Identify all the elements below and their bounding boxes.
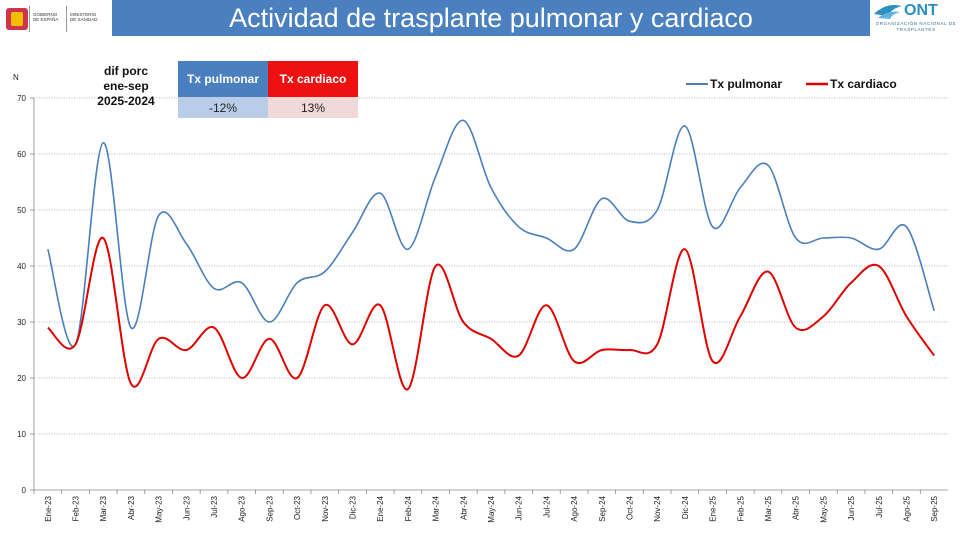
x-tick-label-Jul-23: Jul-23: [210, 495, 219, 517]
x-tick-label-Sep-23: Sep-23: [265, 495, 274, 521]
government-text: GOBIERNO DE ESPAÑA: [33, 12, 58, 22]
x-tick-label-Nov-24: Nov-24: [653, 495, 662, 521]
axes: [30, 97, 948, 494]
x-tick-label-Oct-23: Oct-23: [293, 495, 302, 520]
legend-label-tx-pulmonar: Tx pulmonar: [710, 77, 782, 91]
x-tick-label-Abr-23: Abr-23: [127, 495, 136, 520]
x-tick-label-Ago-23: Ago-23: [238, 495, 247, 521]
summary-label-line1: dif porc: [104, 64, 148, 78]
x-tick-label-Jul-25: Jul-25: [875, 495, 884, 517]
y-axis-label: N: [13, 73, 19, 82]
summary-label: dif porc ene-sep 2025-2024: [80, 64, 172, 109]
x-tick-label-Ene-23: Ene-23: [44, 495, 53, 521]
y-tick-label-20: 20: [17, 374, 26, 383]
gridlines: [34, 97, 948, 435]
x-tick-label-Mar-25: Mar-25: [764, 495, 773, 521]
ont-logo-subtitle: ORGANIZACIÓN NACIONAL DE TRASPLANTES: [875, 21, 957, 32]
x-tick-label-Nov-23: Nov-23: [321, 495, 330, 521]
x-tick-label-Feb-25: Feb-25: [736, 495, 745, 521]
series-line-tx-cardiaco: [47, 236, 936, 391]
x-tick-label-Mar-23: Mar-23: [99, 495, 108, 521]
x-tick-label-Feb-23: Feb-23: [72, 495, 81, 521]
x-tick-label-Mar-24: Mar-24: [432, 495, 441, 521]
x-tick-label-Abr-24: Abr-24: [459, 495, 468, 520]
y-tick-label-70: 70: [17, 94, 26, 103]
summary-label-line3: 2025-2024: [97, 94, 155, 108]
ont-wing-icon: [874, 5, 902, 19]
x-tick-label-May-24: May-24: [487, 495, 496, 522]
y-tick-labels: 0 10 20 30 40 50 60 70: [17, 94, 26, 495]
x-tick-label-Ago-25: Ago-25: [902, 495, 911, 521]
gov-line2: DE ESPAÑA: [33, 17, 59, 22]
gov-line1: GOBIERNO: [33, 12, 58, 17]
x-tick-label-May-23: May-23: [155, 495, 164, 522]
x-tick-label-Ene-24: Ene-24: [376, 495, 385, 521]
x-tick-label-Feb-24: Feb-24: [404, 495, 413, 521]
summary-label-line2: ene-sep: [103, 79, 149, 93]
series-lines: [47, 119, 936, 391]
y-tick-label-10: 10: [17, 430, 26, 439]
x-tick-labels: Ene-23 Feb-23 Mar-23 Abr-23 May-23 Jun-23 Jul-…: [44, 495, 939, 522]
x-tick-label-Dic-24: Dic-24: [681, 495, 690, 519]
y-tick-label-30: 30: [17, 318, 26, 327]
summary-value-pulmonar: -12%: [178, 97, 268, 118]
y-tick-label-40: 40: [17, 262, 26, 271]
legend-label-tx-cardiaco: Tx cardiaco: [830, 77, 897, 91]
ont-logo: ONT ORGANIZACIÓN NACIONAL DE TRASPLANTES: [870, 0, 960, 36]
x-tick-label-Ago-24: Ago-24: [570, 495, 579, 521]
x-tick-label-Jul-24: Jul-24: [542, 495, 551, 517]
x-tick-label-Jun-24: Jun-24: [515, 495, 524, 520]
y-tick-label-60: 60: [17, 150, 26, 159]
legend: Tx pulmonar Tx cardiaco: [686, 77, 897, 91]
x-tick-label-Jun-23: Jun-23: [182, 495, 191, 520]
coat-of-arms-icon: [6, 6, 67, 32]
series-line-tx-pulmonar: [47, 119, 935, 348]
x-tick-label-Jun-25: Jun-25: [847, 495, 856, 520]
x-tick-label-Ene-25: Ene-25: [709, 495, 718, 521]
government-logo: GOBIERNO DE ESPAÑA MINISTERIO DE SANIDAD: [0, 0, 112, 36]
x-tick-label-Sep-24: Sep-24: [598, 495, 607, 521]
page-title: Actividad de trasplante pulmonar y cardi…: [112, 0, 870, 36]
ministry-line1: MINISTERIO: [70, 12, 97, 17]
summary-header-cardiaco: Tx cardiaco: [268, 61, 358, 97]
ministry-text: MINISTERIO DE SANIDAD: [70, 12, 98, 22]
summary-header-pulmonar: Tx pulmonar: [178, 61, 268, 97]
x-tick-label-Dic-23: Dic-23: [349, 495, 358, 519]
x-tick-label-Sep-25: Sep-25: [930, 495, 939, 521]
ministry-line2: DE SANIDAD: [70, 17, 98, 22]
y-tick-label-50: 50: [17, 206, 26, 215]
y-tick-label-0: 0: [22, 486, 27, 495]
x-tick-label-Abr-25: Abr-25: [792, 495, 801, 520]
x-tick-label-Oct-24: Oct-24: [625, 495, 634, 520]
summary-table: Tx pulmonar Tx cardiaco -12% 13%: [178, 61, 358, 118]
summary-value-cardiaco: 13%: [268, 97, 358, 118]
ont-logo-text: ONT: [904, 2, 938, 19]
x-tick-label-May-25: May-25: [819, 495, 828, 522]
header: GOBIERNO DE ESPAÑA MINISTERIO DE SANIDAD…: [0, 0, 960, 38]
